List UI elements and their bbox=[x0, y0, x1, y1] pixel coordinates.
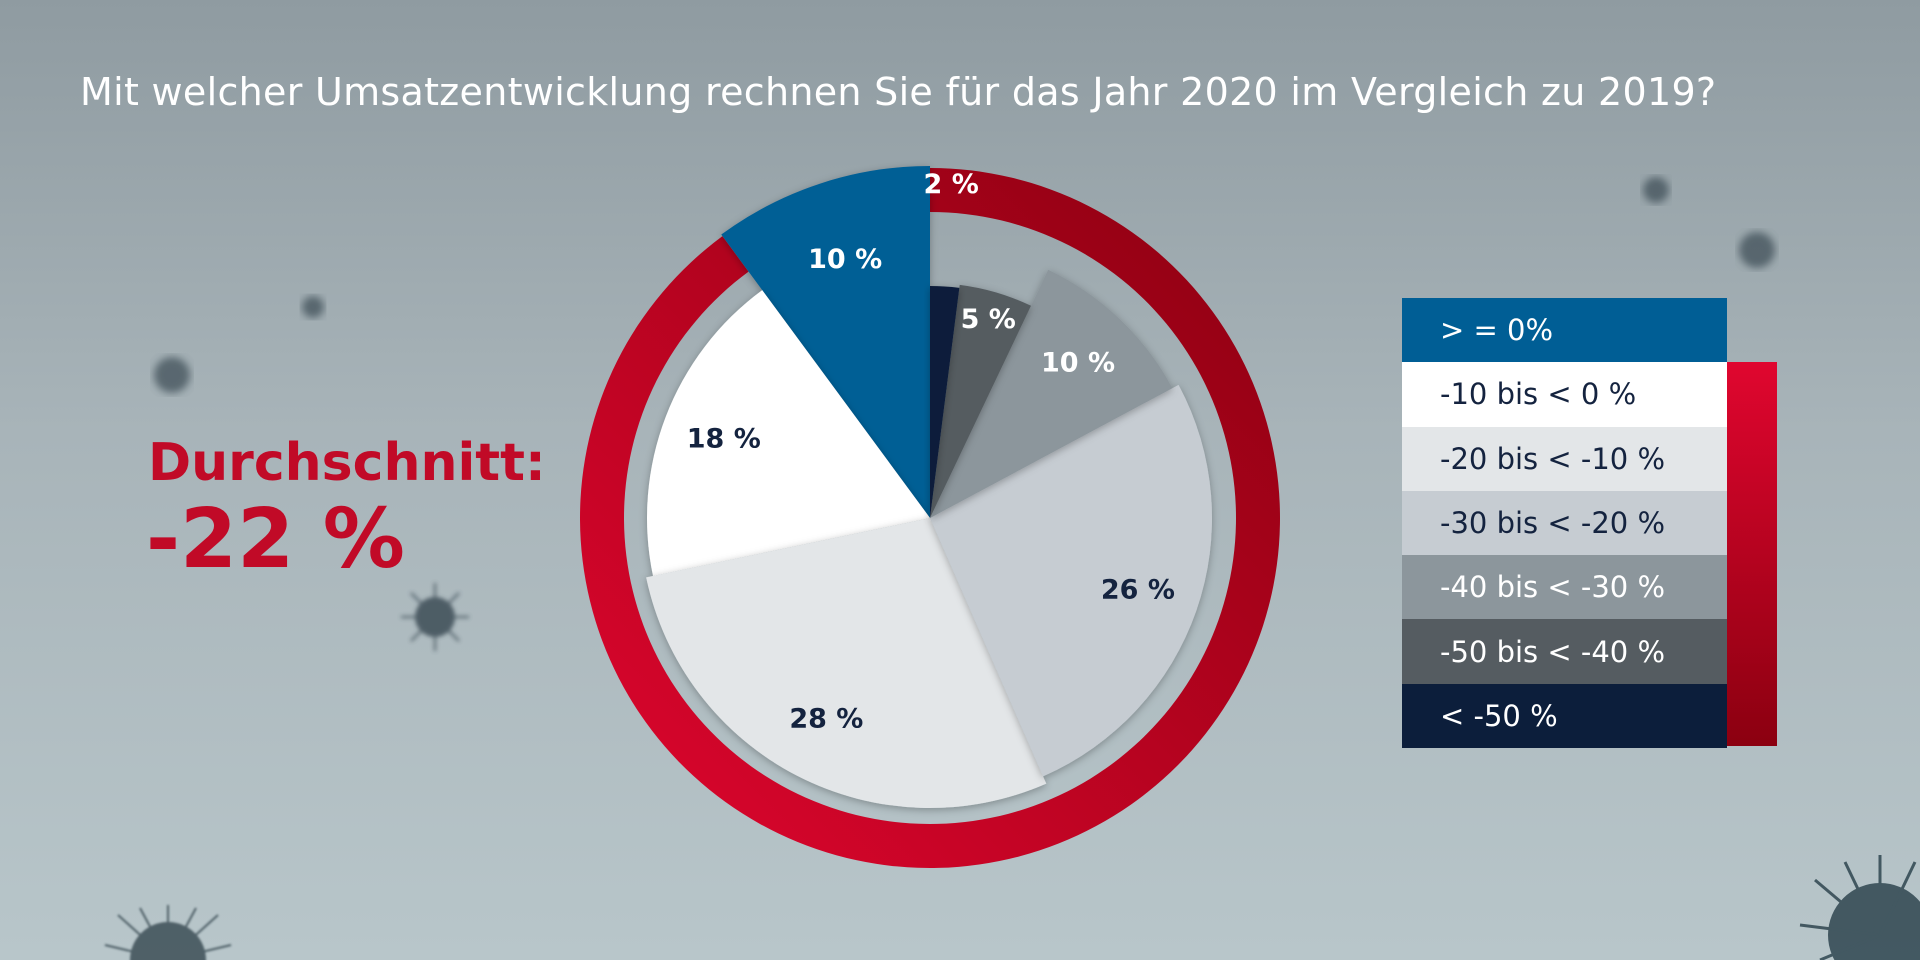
legend-item-minus-50: -50 bis < -40 % bbox=[1402, 619, 1727, 684]
legend-item-minus-10: -10 bis < 0 % bbox=[1402, 362, 1727, 427]
data-label-minus-30: 26 % bbox=[1101, 574, 1175, 605]
legend-item-minus-20: -20 bis < -10 % bbox=[1402, 426, 1727, 491]
legend-label: -50 bis < -40 % bbox=[1440, 634, 1666, 669]
slice-below-minus-50 bbox=[930, 286, 960, 518]
slice-minus-10 bbox=[647, 290, 930, 576]
legend-label: -20 bis < -10 % bbox=[1440, 441, 1666, 476]
slice-positive bbox=[721, 166, 930, 518]
average-block: Durchschnitt: -22 % bbox=[146, 432, 546, 587]
legend-label: -40 bis < -30 % bbox=[1440, 570, 1666, 605]
legend-label: -10 bis < 0 % bbox=[1440, 377, 1637, 412]
slice-minus-20 bbox=[646, 518, 1047, 808]
slice-minus-30 bbox=[930, 384, 1212, 777]
chart-title: Mit welcher Umsatzentwicklung rechnen Si… bbox=[80, 70, 1717, 114]
average-label: Durchschnitt: bbox=[148, 433, 546, 493]
legend-item-minus-40: -40 bis < -30 % bbox=[1402, 555, 1727, 620]
legend-negative-bar bbox=[1727, 362, 1777, 746]
legend-item-minus-30: -30 bis < -20 % bbox=[1402, 490, 1727, 556]
legend-item-positive: > = 0% bbox=[1402, 298, 1727, 363]
data-label-minus-40: 10 % bbox=[1041, 347, 1115, 378]
slice-minus-40 bbox=[930, 269, 1173, 518]
average-value: -22 % bbox=[146, 492, 405, 587]
legend: > = 0% -10 bis < 0 % -20 bis < -10 % -30… bbox=[1402, 298, 1727, 749]
data-label-positive: 10 % bbox=[808, 244, 882, 275]
data-label-minus-20: 28 % bbox=[789, 704, 863, 735]
legend-label: > = 0% bbox=[1440, 313, 1554, 348]
slice-minus-50 bbox=[930, 284, 1032, 518]
legend-label: < -50 % bbox=[1440, 698, 1558, 733]
legend-label: -30 bis < -20 % bbox=[1440, 506, 1666, 541]
legend-item-below-minus-50: < -50 % bbox=[1402, 683, 1727, 749]
data-label-minus-10: 18 % bbox=[687, 424, 761, 455]
data-label-below-minus-50: 2 % bbox=[924, 169, 979, 200]
data-label-minus-50: 5 % bbox=[961, 304, 1016, 335]
